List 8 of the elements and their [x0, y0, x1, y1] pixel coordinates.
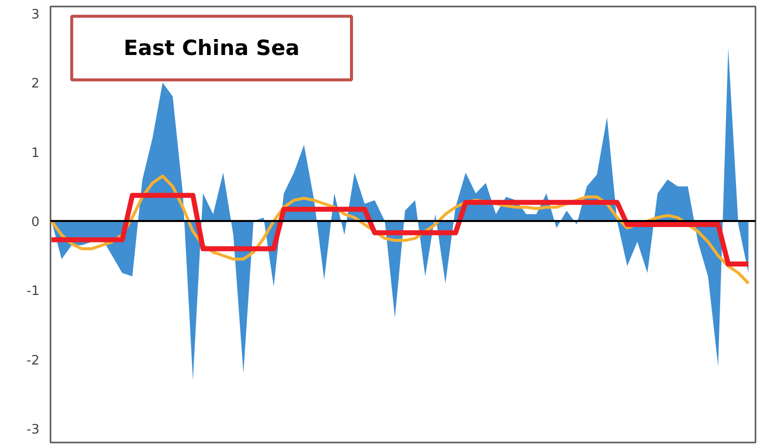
y-tick-label: -3: [26, 422, 40, 438]
text: East China Sea: [124, 36, 300, 60]
y-tick-label: 0: [31, 215, 40, 230]
y-tick-label: 3: [31, 7, 40, 22]
y-tick-label: -2: [26, 353, 40, 368]
y-tick-label: -1: [26, 284, 40, 300]
y-tick-label: 2: [31, 76, 40, 92]
y-tick-label: 1: [31, 146, 40, 161]
